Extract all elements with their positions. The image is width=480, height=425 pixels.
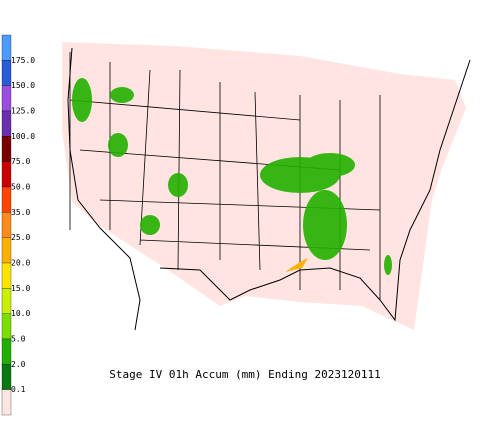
legend-label: 15.0 <box>11 284 30 293</box>
legend-swatch <box>1 389 12 416</box>
legend-label: 75.0 <box>11 157 30 166</box>
legend-label: 2.0 <box>11 360 26 369</box>
legend-label: 35.0 <box>11 208 30 217</box>
legend-label: 150.0 <box>11 81 35 90</box>
legend-swatch <box>1 136 12 162</box>
legend-swatch <box>1 85 12 112</box>
legend-swatch <box>1 237 12 264</box>
legend-label: 100.0 <box>11 132 35 141</box>
legend-swatch <box>1 313 12 340</box>
legend-label: 25.0 <box>11 233 30 242</box>
legend-swatch <box>1 364 12 390</box>
legend-swatch <box>1 262 12 289</box>
legend-swatch <box>1 338 12 365</box>
legend-swatch <box>1 186 12 213</box>
legend-swatch <box>1 212 12 238</box>
heavy-rain <box>285 258 308 272</box>
legend: 175.0 150.0 125.0 100.0 75.0 50.0 35.0 25.0 20.0… <box>1 34 35 416</box>
legend-label: 0.1 <box>11 385 26 394</box>
legend-label: 125.0 <box>11 107 35 116</box>
precipitation <box>72 78 392 275</box>
legend-swatch <box>1 34 12 61</box>
legend-swatch <box>1 60 12 86</box>
analysis-domain <box>62 42 466 330</box>
map <box>62 42 471 331</box>
legend-label: 50.0 <box>11 183 30 192</box>
coastline <box>67 47 471 331</box>
legend-swatch <box>1 161 12 188</box>
legend-label: 175.0 <box>11 56 35 65</box>
legend-label: 10.0 <box>11 309 30 318</box>
legend-swatch <box>1 288 12 314</box>
legend-label: 20.0 <box>11 259 30 268</box>
legend-label: 5.0 <box>11 335 26 344</box>
legend-swatch <box>1 110 12 137</box>
title: Stage IV 01h Accum (mm) Ending 202312011… <box>109 368 381 381</box>
